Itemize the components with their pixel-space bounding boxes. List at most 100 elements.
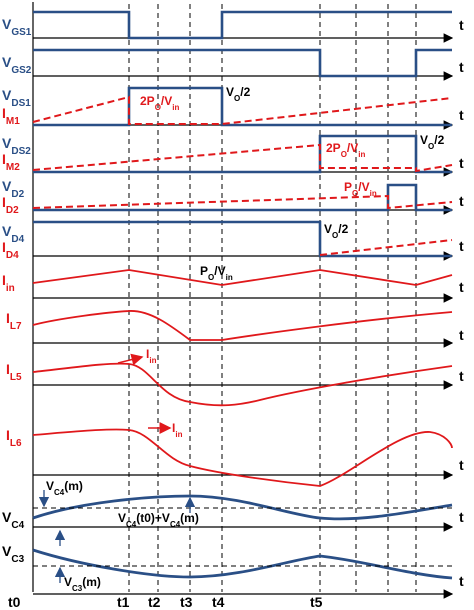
panel-label-vds1-0-main: V: [2, 87, 12, 103]
waveform-iin: [32, 269, 453, 286]
panel-label-vds1-1-sub: M1: [6, 116, 20, 127]
t-label: t: [459, 238, 464, 254]
annotation-vds2-0-main: 2P: [326, 141, 341, 155]
annotation-vds1-0-sub: O: [155, 103, 161, 112]
annotation-iin-0: PO/Vin: [200, 264, 233, 282]
panel-label-il7-0: IL7: [6, 310, 22, 332]
panel-label-vc4-0-sub: C4: [11, 520, 24, 531]
annotation-il6-0-main: I: [172, 421, 175, 435]
t-label: t: [459, 155, 464, 171]
panel-label-vc4-0: VC4: [2, 509, 25, 531]
annotation-vc3-0-rest: (m): [82, 575, 101, 589]
time-axes: [33, 33, 454, 599]
time-labels: t0 t1 t2 t3 t4 t5: [8, 594, 323, 610]
annotation-vds2-1: VO/2: [420, 133, 445, 151]
panel-label-il7-0-sub: L7: [10, 321, 22, 332]
annotation-iin-0-rest: /V: [214, 264, 225, 278]
time-label-t5: t5: [310, 594, 323, 610]
panel-label-vgs2-0-sub: GS2: [11, 65, 31, 76]
annotation-vd2-0: PO/Vin: [344, 180, 377, 198]
annotation-vds1-0-rest: /V: [161, 94, 172, 108]
panel-label-vds2-1-sub: M2: [6, 162, 20, 173]
time-label-t1: t1: [117, 594, 130, 610]
annotation-iin-0-sub: O: [208, 273, 214, 282]
panel-label-vgs1-0: VGS1: [2, 16, 32, 38]
panel-label-vd4-1-sub: D4: [6, 250, 19, 261]
t-label: t: [459, 193, 464, 209]
annotation-iin-0-main: P: [200, 264, 208, 278]
waveform-vgs1: [33, 10, 452, 40]
annotation-vc4-0: VC4(m): [46, 479, 83, 497]
annotation-il6-0: Iin: [172, 421, 183, 439]
waveform-vds1: [33, 86, 452, 127]
annotation-vc3-0: VC3(m): [64, 575, 101, 593]
annotation-vc3-0-sub: C3: [72, 584, 83, 593]
panel-label-vd4-0: VD4: [2, 223, 25, 245]
panel-label-vgs1-0-sub: GS1: [11, 27, 31, 38]
panel-label-vds1-1-main: I: [2, 105, 6, 121]
annotation-vds2-1-rest: /2: [434, 133, 444, 147]
panel-label-vds1-0-sub: DS1: [11, 98, 31, 109]
panel-label-vd4-1-main: I: [2, 239, 6, 255]
annotation-vd2-0-sub: O: [352, 189, 358, 198]
panel-label-vd2-1-sub: D2: [6, 205, 19, 216]
annotation-il5-0-sub: in: [149, 356, 156, 365]
panel-label-il6-0-sub: L6: [10, 438, 22, 449]
panel-label-vgs2-0: VGS2: [2, 54, 32, 76]
annotation-il5-0: Iin: [146, 347, 157, 365]
annotation-il6-0-sub: in: [175, 430, 182, 439]
waveform-vd2: [33, 183, 452, 212]
panel-label-vds1-1: IM1: [2, 105, 20, 127]
annotation-vds2-0: 2PO/Vin: [326, 141, 365, 159]
panel-label-vd4-0-main: V: [2, 223, 12, 239]
t-label: t: [459, 17, 464, 33]
t-label: t: [459, 279, 464, 295]
t-label: t: [459, 457, 464, 473]
panel-label-vds2-1: IM2: [2, 151, 20, 173]
panel-labels: VGS1VGS2VDS1IM1VDS2IM2VD2ID2VD4ID4IinIL7…: [2, 16, 32, 565]
annotation-vds1-1-rest: /2: [240, 85, 250, 99]
panel-label-vd2-1-main: I: [2, 194, 6, 210]
annotation-vc4-1-rest2: (m): [180, 511, 199, 525]
waveform-vc3: [32, 548, 453, 580]
t-label: t: [459, 327, 464, 343]
time-marker-lines: [128, 4, 417, 592]
waveform-vc4: [32, 494, 453, 521]
annotation-vds2-1-sub: O: [428, 142, 434, 151]
annotation-vc4-1-sub2: C4: [170, 520, 181, 529]
t-label: t: [459, 59, 464, 75]
panel-label-vd2-0: VD2: [2, 178, 25, 200]
waveform-il6: [32, 428, 453, 487]
waveform-il5: [32, 362, 453, 407]
time-label-t2: t2: [148, 594, 161, 610]
waveform-vds2: [33, 134, 452, 174]
panel-label-vd4-1: ID4: [2, 239, 19, 261]
annotation-vd4-0-main: V: [324, 222, 332, 236]
time-label-t3: t3: [180, 594, 193, 610]
annotation-vc4-0-sub: C4: [54, 488, 65, 497]
t-label: t: [459, 509, 464, 525]
panel-label-iin-0-sub: in: [6, 283, 15, 294]
annotation-vds1-0-sub2: in: [172, 103, 179, 112]
annotation-vc4-1: VC4(t0)+VC4(m): [118, 511, 199, 529]
panel-label-il6-0: IL6: [6, 427, 22, 449]
waveform-im1: [32, 95, 453, 125]
panel-label-iin-0-main: I: [2, 272, 6, 288]
annotation-vds2-0-rest: /V: [347, 141, 358, 155]
annotation-vds1-0: 2PO/Vin: [140, 94, 179, 112]
annotation-il5-0-main: I: [146, 347, 149, 361]
annotation-vd4-0-rest: /2: [338, 222, 348, 236]
panel-label-vc4-0-main: V: [2, 509, 12, 525]
panel-label-il6-0-main: I: [6, 427, 10, 443]
annotation-vd2-0-main: P: [344, 180, 352, 194]
annotation-vc4-1-sub: C4: [126, 520, 137, 529]
annotation-vds1-1: VO/2: [226, 85, 251, 103]
annotation-vc4-1-main: V: [118, 511, 126, 525]
waveform-id4: [319, 239, 453, 256]
panel-label-vgs2-0-main: V: [2, 54, 12, 70]
annotation-vds1-0-main: 2P: [140, 94, 155, 108]
panel-label-vc3-0-sub: C3: [11, 554, 24, 565]
annotation-vds1-1-sub: O: [234, 94, 240, 103]
